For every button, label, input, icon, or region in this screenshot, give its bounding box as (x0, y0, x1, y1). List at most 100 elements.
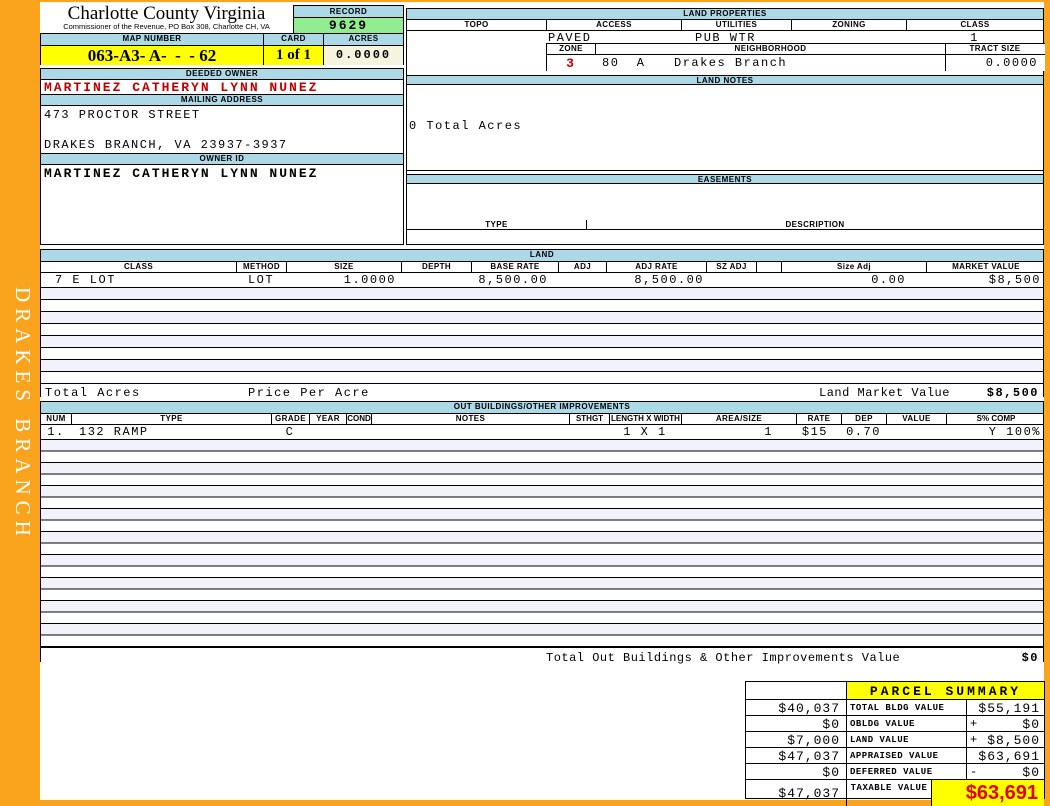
land-col-base-rate: BASE RATE (471, 262, 558, 272)
ob-col-num: NUM (46, 414, 66, 423)
mailing-address-line2: DRAKES BRANCH, VA 23937-3937 (44, 138, 288, 152)
land-col-adj-rate: ADJ RATE (606, 262, 706, 272)
land-value: $8,500 (987, 733, 1040, 748)
appraised-value-label: APPRAISED VALUE (846, 748, 966, 763)
ob-row-dep: 0.70 (846, 425, 881, 439)
sign: + (970, 717, 978, 731)
land-col-size: SIZE (286, 262, 401, 272)
map-number-value: 063-A3- A- - - 62 (41, 46, 263, 65)
land-col-blank (756, 262, 781, 272)
taxable-value-label: TAXABLE VALUE (846, 780, 931, 806)
class-value: 1 (970, 31, 979, 45)
prior-obldg-value: $0 (822, 717, 840, 732)
mailing-address-line1: 473 PROCTOR STREET (44, 108, 201, 122)
record-label: RECORD (294, 6, 403, 18)
map-number-table: MAP NUMBER CARD ACRES 063-A3- A- - - 62 … (40, 33, 404, 65)
out-buildings-empty-rows (41, 440, 1043, 647)
land-col-depth: DEPTH (401, 262, 471, 272)
land-properties-title: LAND PROPERTIES (407, 9, 1043, 20)
neighborhood-code: 80 A (602, 56, 646, 70)
utilities-value: PUB WTR (695, 31, 756, 45)
card-value: 1 of 1 (263, 46, 323, 65)
out-buildings-total-row: Total Out Buildings & Other Improvements… (41, 647, 1043, 667)
owner-panel: DEEDED OWNER MARTINEZ CATHERYN LYNN NUNE… (40, 68, 404, 245)
sidebar-district-label: DRAKES BRANCH (11, 287, 35, 542)
taxable-value: $63,691 (931, 780, 1044, 806)
land-totals-row: Total Acres Price Per Acre Land Market V… (41, 383, 1043, 402)
prior-total-bldg-value: $40,037 (778, 701, 840, 716)
ob-col-grade: GRADE (271, 414, 309, 424)
tract-size-value: 0.0000 (945, 55, 1044, 71)
total-acres-label: Total Acres (45, 386, 141, 400)
land-title: LAND (41, 250, 1043, 262)
land-row: 7 E LOT LOT 1.0000 8,500.00 8,500.00 0.0… (41, 273, 1043, 288)
access-header: ACCESS (546, 20, 681, 30)
acres-label: ACRES (323, 34, 403, 45)
land-row-base-rate: 8,500.00 (478, 273, 548, 287)
ob-row-rate: $15 (801, 425, 828, 439)
prior-land-value: $7,000 (787, 733, 840, 748)
total-bldg-value: $55,191 (978, 701, 1040, 716)
county-title: Charlotte County Virginia (67, 3, 266, 24)
parcel-summary-title: PARCEL SUMMARY (846, 682, 1044, 699)
land-row-class: 7 E LOT (55, 273, 116, 287)
ob-col-year: YEAR (309, 414, 346, 424)
land-row-market-value: $8,500 (988, 273, 1041, 287)
summary-blank-cell (746, 682, 846, 699)
deeded-owner-value: MARTINEZ CATHERYN LYNN NUNEZ (41, 80, 403, 95)
ob-row-s-comp: Y 100% (988, 425, 1041, 439)
ob-col-dep: DEP (841, 414, 886, 424)
land-empty-rows (41, 288, 1043, 383)
price-per-acre-label: Price Per Acre (248, 386, 370, 400)
commissioner-address: Commissioner of the Revenue, PO Box 308,… (63, 22, 270, 31)
ob-row-grade: C (285, 425, 295, 439)
ob-col-cond: COND (346, 414, 371, 424)
land-notes-title: LAND NOTES (407, 75, 1043, 85)
map-number-label: MAP NUMBER (122, 34, 182, 43)
ob-col-sthgt: STHGT (569, 414, 609, 424)
land-row-adj-rate: 8,500.00 (634, 273, 704, 287)
land-value-label: LAND VALUE (846, 732, 966, 747)
ob-col-type: TYPE (71, 414, 271, 424)
out-buildings-title: OUT BUILDINGS/OTHER IMPROVEMENTS (41, 402, 1043, 414)
total-bldg-value-label: TOTAL BLDG VALUE (846, 700, 966, 715)
ob-row-area-size: 1 (764, 425, 773, 439)
land-col-class: CLASS (123, 262, 154, 271)
prior-deferred-value: $0 (822, 765, 840, 780)
prior-appraised-value: $47,037 (778, 749, 840, 764)
land-col-sz-adj-tbl: SZ ADJ TBL (706, 262, 756, 272)
summary-row-deferred: $0 DEFERRED VALUE - $0 (746, 764, 1044, 780)
zone-value: 3 (566, 56, 576, 71)
class-header: CLASS (906, 20, 1043, 30)
easement-type-label: TYPE (485, 220, 508, 229)
land-section: LAND CLASS METHOD SIZE DEPTH BASE RATE A… (40, 249, 1044, 402)
ob-col-s-comp: S% COMP (946, 414, 1045, 424)
land-col-adj: ADJ (558, 262, 606, 272)
access-value: PAVED (548, 31, 592, 45)
easements-title: EASEMENTS (407, 174, 1043, 184)
ob-row-type: 132 RAMP (79, 425, 149, 439)
summary-row-taxable: $47,037 TAXABLE VALUE $63,691 (746, 780, 1044, 806)
record-value: 9629 (294, 18, 403, 34)
prior-taxable-value: $47,037 (778, 786, 840, 801)
neighborhood-label: NEIGHBORHOOD (595, 44, 945, 54)
ob-col-area-size: AREA/SIZE (681, 414, 796, 424)
ob-col-rate: RATE (796, 414, 841, 424)
land-properties-panel: LAND PROPERTIES TOPO ACCESS UTILITIES ZO… (406, 8, 1045, 245)
ob-col-notes: NOTES (371, 414, 569, 424)
summary-row-obldg: $0 OBLDG VALUE + $0 (746, 716, 1044, 732)
zone-label: ZONE (559, 44, 583, 53)
record-table: RECORD 9629 (293, 5, 404, 34)
owner-id-label: OWNER ID (41, 153, 403, 165)
neighborhood-table: ZONE NEIGHBORHOOD TRACT SIZE 3 80 A Drak… (546, 43, 1045, 71)
sign: - (970, 765, 978, 779)
land-col-method: METHOD (236, 262, 286, 272)
mailing-address-label: MAILING ADDRESS (41, 95, 403, 106)
ob-col-value: VALUE (886, 414, 946, 424)
deferred-value-label: DEFERRED VALUE (846, 764, 966, 779)
neighborhood-name: Drakes Branch (674, 56, 788, 70)
utilities-header: UTILITIES (681, 20, 791, 30)
obldg-value: $0 (1022, 717, 1040, 732)
card-label: CARD (263, 34, 323, 45)
